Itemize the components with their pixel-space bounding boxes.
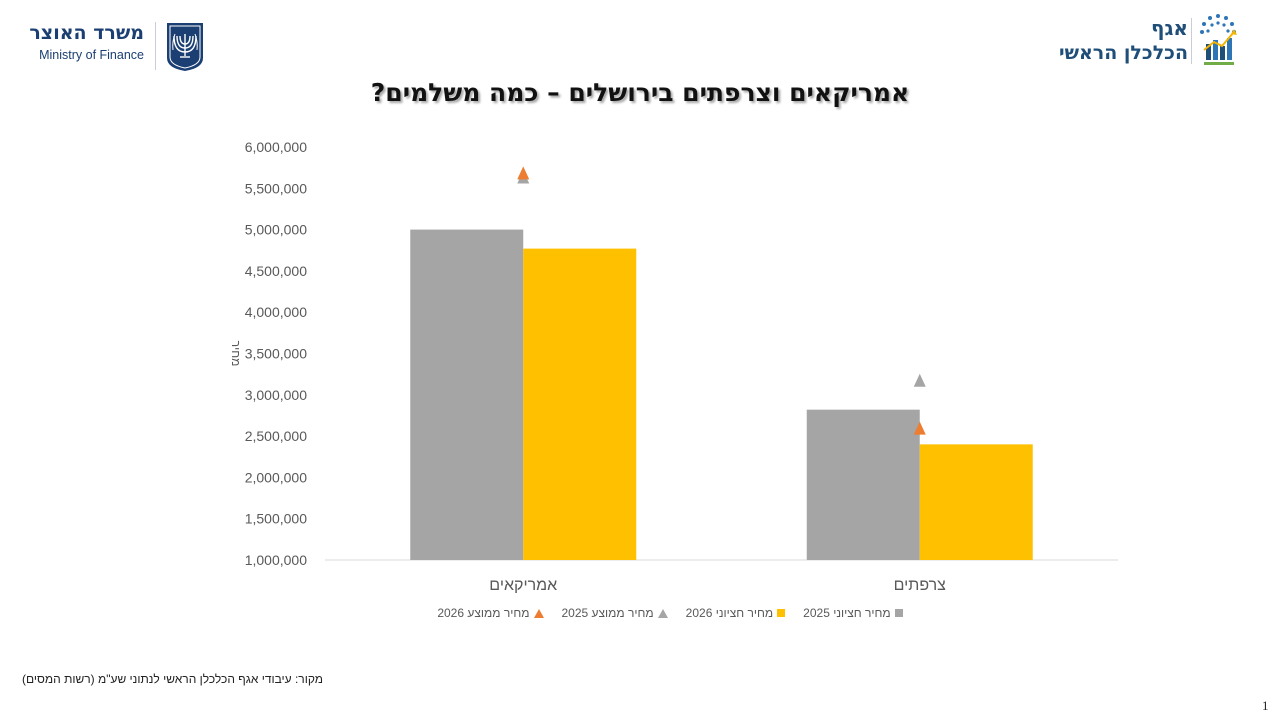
- legend-item-median-2025: מחיר חציוני 2025: [803, 606, 903, 620]
- y-axis-ticks: 1,000,000 1,500,000 2,000,000 2,500,000 3,00…: [245, 139, 307, 568]
- legend-swatch-triangle-icon: [657, 608, 668, 618]
- y-tick-label: 5,000,000: [245, 222, 307, 238]
- y-tick-label: 1,000,000: [245, 552, 307, 568]
- chief-economist-logo: אגף הכלכלן הראשי: [1050, 10, 1250, 70]
- bar-1-series-1: [410, 229, 524, 560]
- menorah-emblem-icon: [167, 23, 203, 71]
- legend-item-median-2026: מחיר חציוני 2026: [686, 606, 786, 620]
- bar-2-series-2: [919, 444, 1033, 560]
- mof-name-hebrew: משרד האוצר: [29, 22, 144, 44]
- legend-item-avg-2026: מחיר ממוצע 2026: [437, 606, 544, 620]
- y-axis-label: מחיר: [229, 341, 243, 367]
- marker-2-series-1: [913, 373, 926, 387]
- mof-name-english: Ministry of Finance: [39, 48, 144, 62]
- category-labels: אמריקאים צרפתים: [489, 577, 946, 594]
- chart-legend: מחיר חציוני 2025 מחיר חציוני 2026 מחיר מ…: [300, 606, 1040, 620]
- legend-label: מחיר חציוני 2025: [803, 606, 891, 620]
- y-tick-label: 3,500,000: [245, 346, 307, 362]
- markers-group: [517, 166, 926, 435]
- bars-group: [410, 229, 1033, 560]
- category-label: צרפתים: [894, 577, 947, 594]
- marker-1-series-2: [517, 166, 530, 180]
- legend-swatch-triangle-icon: [533, 608, 544, 618]
- legend-swatch-square-icon: [894, 609, 903, 617]
- y-tick-label: 4,000,000: [245, 304, 307, 320]
- y-tick-label: 4,500,000: [245, 263, 307, 279]
- bar-1-series-2: [523, 248, 637, 560]
- logo-divider: [1191, 18, 1192, 64]
- bar-2-series-1: [806, 409, 920, 560]
- source-note: מקור: עיבודי אגף הכלכלן הראשי לנתוני שע"…: [22, 672, 324, 686]
- slide-title: אמריקאים וצרפתים בירושלים – כמה משלמים?: [370, 78, 910, 107]
- legend-label: מחיר ממוצע 2026: [437, 606, 530, 620]
- legend-swatch-square-icon: [777, 609, 786, 617]
- y-tick-label: 6,000,000: [245, 139, 307, 155]
- marker-2-series-2: [913, 421, 926, 435]
- legend-label: מחיר חציוני 2026: [685, 606, 774, 620]
- y-tick-label: 2,500,000: [245, 428, 307, 444]
- category-label: אמריקאים: [489, 577, 557, 594]
- page-number: 1: [1262, 698, 1269, 713]
- chief-economist-emblem-icon: [1200, 14, 1237, 65]
- legend-label: מחיר ממוצע 2025: [561, 606, 654, 620]
- logo-divider: [155, 22, 156, 70]
- ce-name-line2: הכלכלן הראשי: [1058, 42, 1188, 64]
- y-tick-label: 3,000,000: [245, 387, 307, 403]
- y-tick-label: 1,500,000: [245, 511, 307, 527]
- y-tick-label: 5,500,000: [245, 180, 307, 196]
- ministry-of-finance-logo: משרד האוצר Ministry of Finance: [29, 18, 210, 74]
- ce-name-line1: אגף: [1151, 16, 1188, 40]
- legend-item-avg-2025: מחיר ממוצע 2025: [562, 606, 668, 620]
- y-tick-label: 2,000,000: [245, 469, 307, 485]
